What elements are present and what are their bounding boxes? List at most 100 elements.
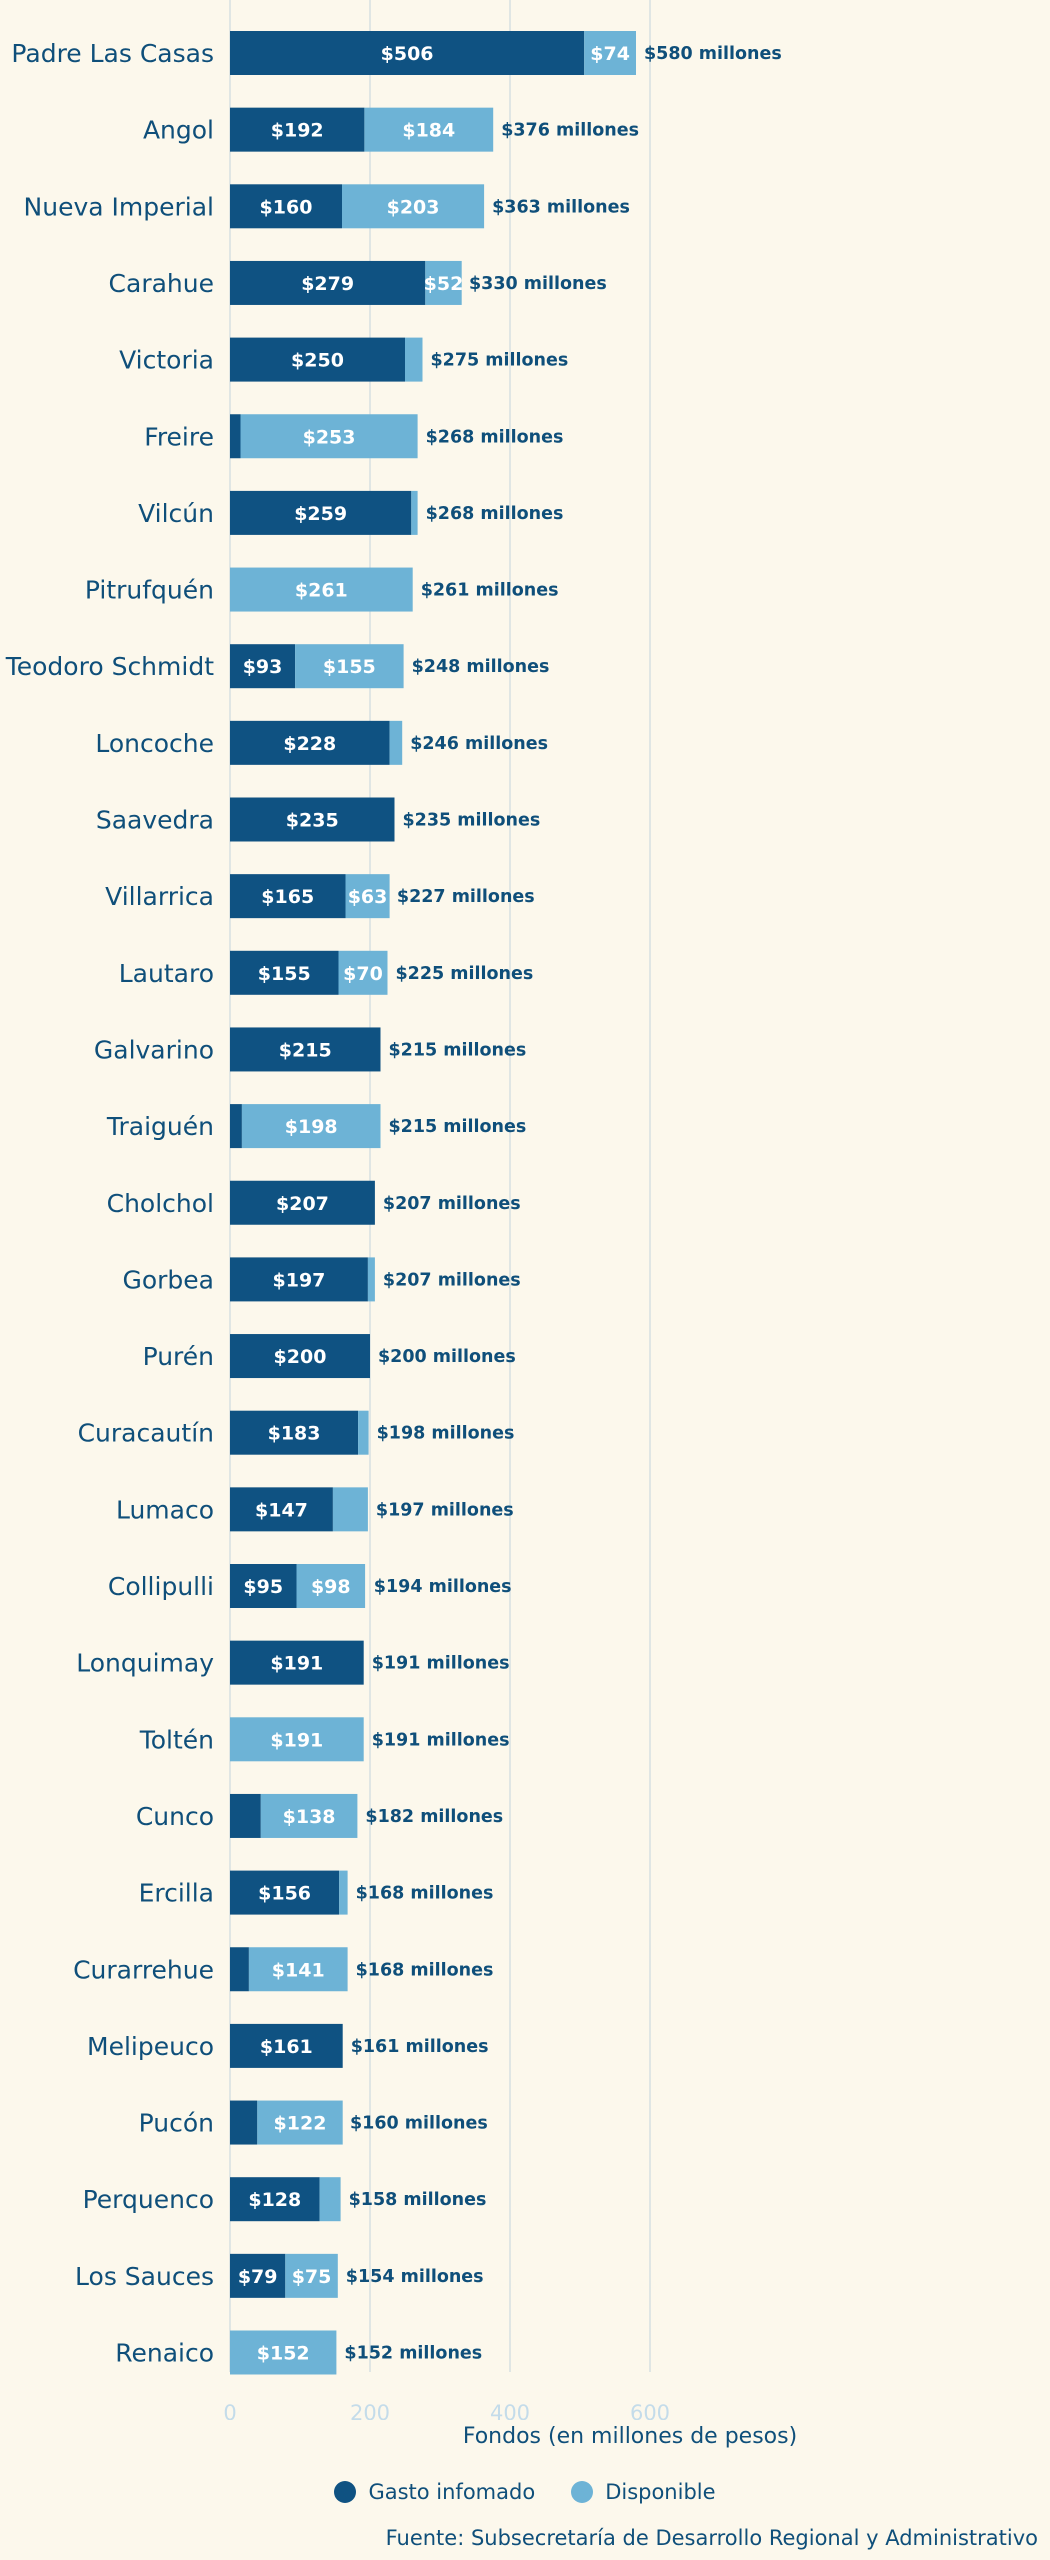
bar-value-label: $259 — [294, 503, 347, 525]
bars — [230, 31, 636, 2375]
bar-gasto — [230, 1104, 242, 1149]
category-label: Carahue — [109, 269, 214, 298]
total-label: $376 millones — [501, 121, 639, 141]
total-label: $191 millones — [372, 1654, 510, 1674]
total-label: $268 millones — [426, 427, 564, 447]
category-label: Lumaco — [116, 1495, 214, 1524]
bar-value-label: $191 — [270, 1653, 323, 1675]
category-label: Curarrehue — [73, 1955, 214, 1984]
bar-value-label: $191 — [270, 1729, 323, 1751]
bar-disponible — [260, 1793, 358, 1838]
total-label: $363 millones — [492, 197, 630, 217]
bar-gasto — [230, 1793, 261, 1838]
total-label: $161 millones — [351, 2037, 489, 2057]
bar-gasto — [230, 720, 390, 765]
bar-value-label: $155 — [323, 656, 376, 678]
bar-disponible — [358, 1410, 369, 1455]
legend-swatch-gasto — [334, 2481, 357, 2503]
total-label: $248 millones — [412, 657, 550, 677]
bar-gasto — [230, 1870, 340, 1915]
bar-gasto — [230, 107, 365, 152]
legend-label-gasto: Gasto infomado — [368, 2480, 536, 2504]
bar-value-label: $52 — [424, 273, 464, 295]
category-label: Galvarino — [94, 1035, 214, 1064]
x-tick-label: 400 — [490, 2401, 530, 2420]
bar-value-label: $192 — [271, 120, 324, 142]
category-label: Victoria — [119, 346, 214, 375]
x-tick-label: 200 — [350, 2401, 390, 2420]
bar-gasto — [230, 337, 405, 382]
bar-gasto — [230, 184, 342, 229]
bar-disponible — [296, 1564, 366, 1608]
total-label: $580 millones — [644, 44, 782, 64]
bar-gasto — [230, 490, 412, 535]
bar-value-label: $98 — [311, 1576, 351, 1598]
bar-value-label: $200 — [274, 1346, 327, 1368]
bar-disponible — [339, 1870, 348, 1915]
total-label: $182 millones — [365, 1807, 503, 1827]
category-label: Ercilla — [139, 1879, 214, 1908]
bar-disponible — [257, 2100, 343, 2145]
total-label: $197 millones — [376, 1500, 514, 1520]
bar-value-label: $198 — [285, 1116, 338, 1138]
category-label: Pitrufquén — [85, 576, 214, 605]
bar-disponible — [230, 1717, 364, 1762]
bar-disponible — [241, 1104, 381, 1149]
bar-disponible — [584, 31, 636, 75]
bar-disponible — [411, 490, 418, 535]
category-label: Teodoro Schmidt — [5, 652, 214, 681]
bar-gasto — [230, 414, 241, 459]
legend-item-gasto: Gasto infomado — [334, 2480, 535, 2504]
legend-item-disponible: Disponible — [571, 2480, 716, 2504]
bar-disponible — [342, 184, 485, 229]
total-label: $160 millones — [350, 2114, 488, 2134]
bar-value-label: $141 — [272, 1959, 325, 1981]
source-note: Fuente: Subsecretaría de Desarrollo Regi… — [385, 2526, 1038, 2550]
bar-gasto — [230, 874, 346, 919]
bar-value-label: $183 — [268, 1423, 321, 1445]
bar-value-label: $250 — [291, 350, 344, 372]
total-label: $268 millones — [426, 504, 564, 524]
bar-disponible — [230, 567, 413, 612]
total-label: $158 millones — [349, 2190, 487, 2210]
bar-gasto — [230, 2253, 286, 2298]
bar-disponible — [248, 1947, 348, 1992]
bar-value-label: $74 — [590, 43, 630, 65]
bar-value-label: $215 — [279, 1039, 332, 1061]
total-label: $215 millones — [389, 1040, 527, 1060]
bar-value-label: $63 — [348, 886, 388, 908]
bar-disponible — [425, 260, 462, 305]
x-tick-label: 0 — [223, 2401, 236, 2420]
x-axis-ticks: 0 200 400 600 — [223, 2401, 670, 2420]
bar-disponible — [389, 720, 403, 765]
category-label: Lautaro — [119, 959, 214, 988]
category-label: Loncoche — [95, 729, 214, 758]
bar-gasto — [230, 2177, 320, 2222]
category-label: Pucón — [139, 2109, 214, 2138]
bar-value-label: $197 — [273, 1269, 326, 1291]
bar-disponible — [319, 2177, 341, 2222]
bar-gasto — [230, 260, 426, 305]
category-label: Saavedra — [96, 806, 214, 835]
category-label: Collipulli — [108, 1572, 214, 1601]
bar-value-label: $138 — [283, 1806, 336, 1828]
bar-value-label: $70 — [343, 963, 383, 985]
x-axis-title: Fondos (en millones de pesos) — [462, 2424, 798, 2449]
total-label: $168 millones — [356, 1884, 494, 1904]
labels: Padre Las Casas $506 $74 $580 millones Angol… — [5, 39, 782, 2368]
total-label: $235 millones — [403, 811, 541, 831]
total-label: $261 millones — [421, 581, 559, 601]
bar-gasto — [230, 1640, 364, 1685]
category-label: Vilcún — [138, 499, 214, 528]
bar-gasto — [230, 1334, 370, 1379]
bar-disponible — [367, 1257, 375, 1302]
legend-swatch-disponible — [571, 2481, 594, 2503]
total-label: $246 millones — [410, 734, 548, 754]
bar-value-label: $279 — [301, 273, 354, 295]
bar-disponible — [295, 644, 404, 689]
category-label: Padre Las Casas — [11, 39, 214, 68]
total-label: $168 millones — [356, 1960, 494, 1980]
bar-value-label: $506 — [381, 43, 434, 65]
bar-value-label: $156 — [258, 1883, 311, 1905]
bar-value-label: $93 — [243, 656, 283, 678]
